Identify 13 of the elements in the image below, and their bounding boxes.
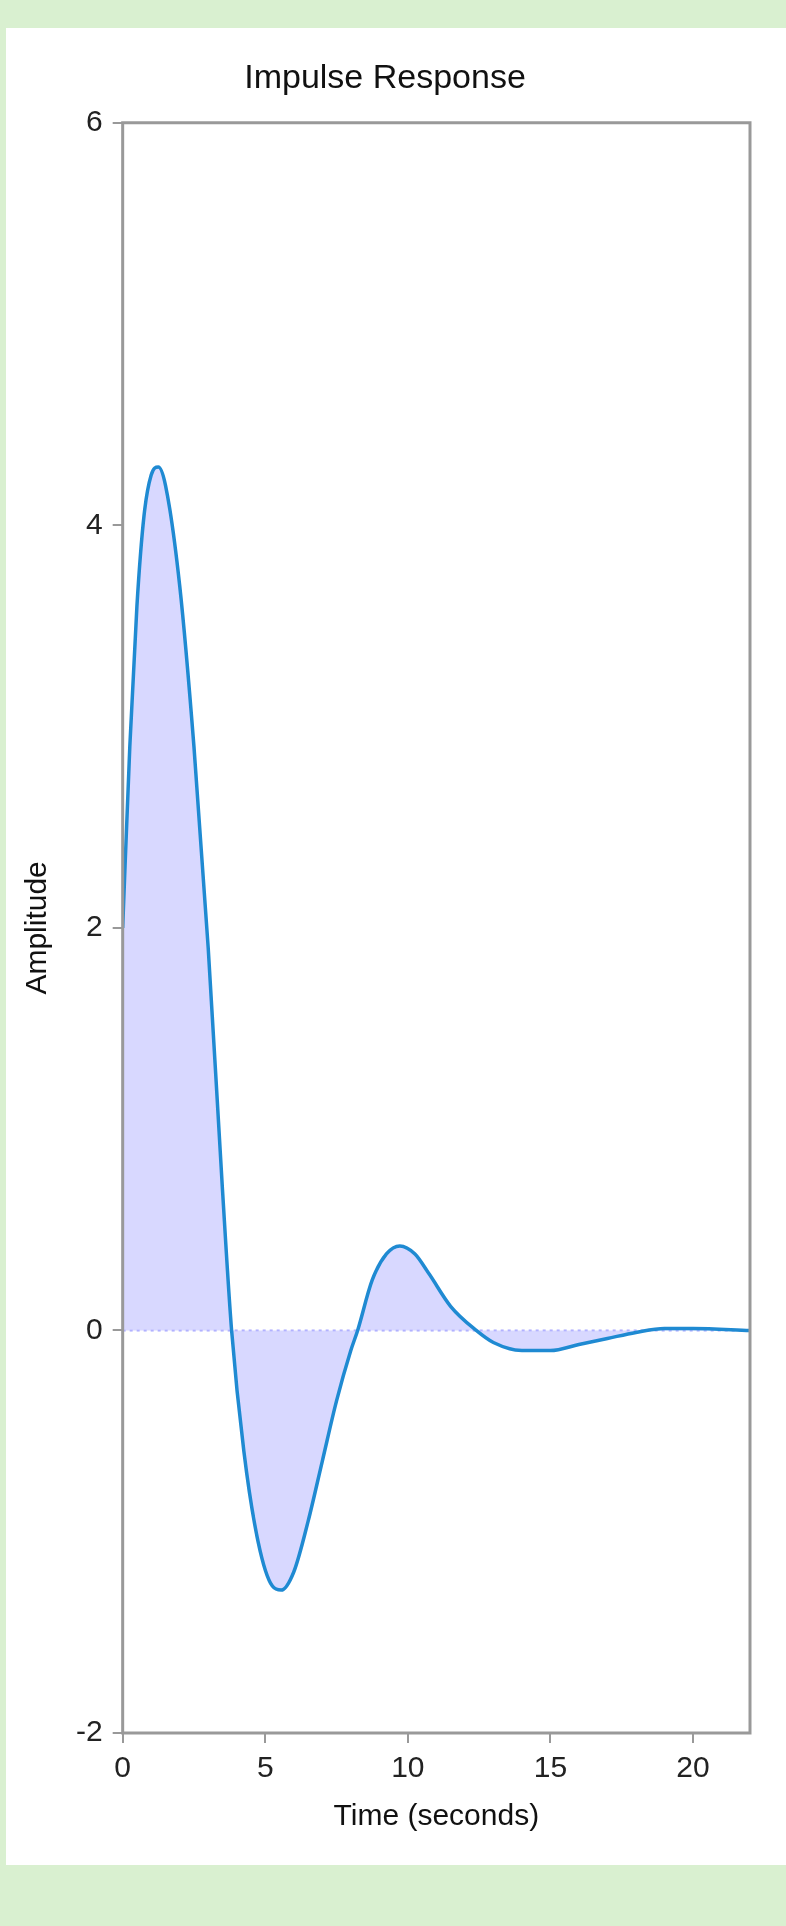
y-tick-label: 2 xyxy=(85,909,103,943)
x-tick-label: 0 xyxy=(114,1750,132,1784)
x-tick-label: 10 xyxy=(391,1750,425,1784)
y-axis-title: Amplitude xyxy=(19,861,53,995)
y-tick-label: 4 xyxy=(85,506,103,540)
chart-title: Impulse Response xyxy=(244,56,526,95)
y-tick-label: 6 xyxy=(85,104,103,138)
x-tick-label: 15 xyxy=(533,1750,568,1784)
y-tick-label: 0 xyxy=(85,1311,103,1345)
x-tick-label: 20 xyxy=(676,1750,710,1784)
y-tick-label: -2 xyxy=(75,1714,103,1748)
x-axis-title: Time (seconds) xyxy=(333,1798,540,1832)
x-tick-label: 5 xyxy=(256,1750,274,1784)
